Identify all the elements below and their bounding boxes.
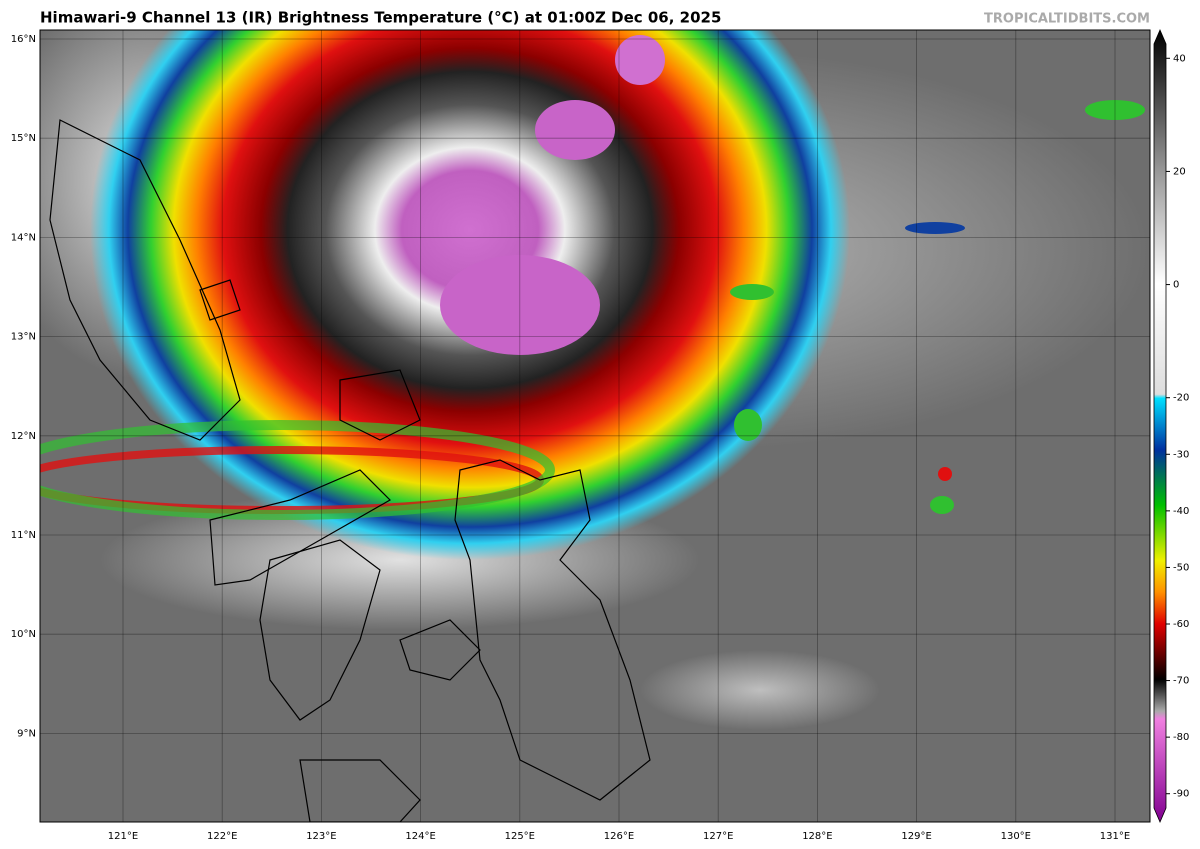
colorbar-tick-label: -80 (1173, 732, 1189, 743)
lon-label: 121°E (108, 831, 138, 842)
colorbar-tick-label: -20 (1173, 393, 1189, 404)
lon-label: 123°E (306, 831, 336, 842)
colorbar (1153, 28, 1167, 824)
lat-label: 13°N (11, 332, 36, 343)
colorbar-tick-label: 20 (1173, 166, 1186, 177)
lat-label: 16°N (11, 34, 36, 45)
colorbar-tick-label: -40 (1173, 506, 1189, 517)
satellite-image (40, 30, 1150, 822)
lon-label: 126°E (604, 831, 634, 842)
lon-label: 125°E (505, 831, 535, 842)
lon-label: 128°E (802, 831, 832, 842)
lat-label: 14°N (11, 232, 36, 243)
lon-label: 124°E (405, 831, 435, 842)
lon-label: 122°E (207, 831, 237, 842)
lat-label: 15°N (11, 133, 36, 144)
colorbar-tick-label: -30 (1173, 449, 1189, 460)
colorbar-tick-label: -90 (1173, 789, 1189, 800)
lon-label: 129°E (901, 831, 931, 842)
credit: TROPICALTIDBITS.COM (984, 12, 1150, 27)
colorbar-ticks: 40 20 0 -20 -30 -40 -50 -60 -70 -80 -90 (1166, 53, 1189, 800)
colorbar-tick-label: -70 (1173, 676, 1189, 687)
colorbar-tick-label: 0 (1173, 280, 1179, 291)
map-frame (39, 29, 1151, 823)
lat-label: 9°N (17, 728, 36, 739)
graticule (40, 30, 1150, 822)
lat-label: 10°N (11, 629, 36, 640)
lat-label: 12°N (11, 431, 36, 442)
lat-label: 11°N (11, 530, 36, 541)
lon-label: 127°E (703, 831, 733, 842)
lon-label: 131°E (1100, 831, 1130, 842)
title: Himawari-9 Channel 13 (IR) Brightness Te… (40, 9, 721, 27)
colorbar-tick-label: -60 (1173, 619, 1189, 630)
lon-label: 130°E (1001, 831, 1031, 842)
colorbar-tick-label: -50 (1173, 562, 1189, 573)
colorbar-tick-label: 40 (1173, 53, 1186, 64)
